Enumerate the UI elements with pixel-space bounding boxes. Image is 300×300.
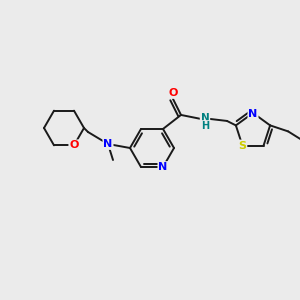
Text: O: O [69,140,79,150]
Text: S: S [238,140,246,151]
Text: N: N [248,109,258,119]
Text: N: N [158,162,168,172]
Text: N: N [103,139,112,149]
Text: N: N [201,113,209,123]
Text: H: H [201,121,209,131]
Text: O: O [168,88,178,98]
